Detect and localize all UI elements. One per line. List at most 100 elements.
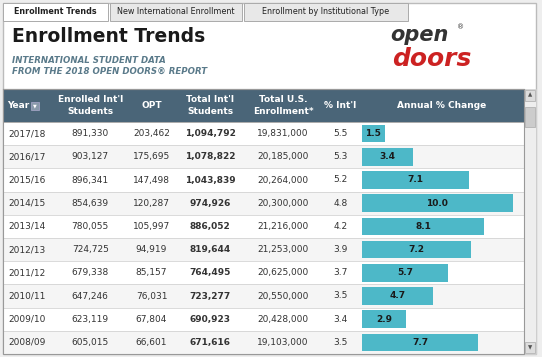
Text: Enrollment*: Enrollment* — [253, 107, 313, 116]
Text: 605,015: 605,015 — [72, 338, 109, 347]
Text: % Int'l: % Int'l — [324, 101, 357, 110]
FancyBboxPatch shape — [3, 3, 108, 21]
Text: OPT: OPT — [141, 101, 162, 110]
FancyBboxPatch shape — [3, 308, 524, 331]
Text: 175,695: 175,695 — [133, 152, 170, 161]
Text: Enrollment Trends: Enrollment Trends — [14, 7, 97, 16]
FancyBboxPatch shape — [362, 217, 484, 235]
FancyBboxPatch shape — [244, 3, 408, 21]
FancyBboxPatch shape — [362, 171, 469, 189]
Text: 2017/18: 2017/18 — [8, 129, 46, 138]
Text: 1,078,822: 1,078,822 — [185, 152, 235, 161]
FancyBboxPatch shape — [362, 333, 478, 351]
FancyBboxPatch shape — [362, 264, 448, 282]
Text: 20,264,000: 20,264,000 — [257, 176, 308, 185]
Text: 7.2: 7.2 — [408, 245, 424, 254]
Text: 2012/13: 2012/13 — [8, 245, 45, 254]
Text: 854,639: 854,639 — [72, 199, 109, 208]
FancyBboxPatch shape — [3, 285, 524, 308]
Text: 764,495: 764,495 — [189, 268, 231, 277]
Text: 21,253,000: 21,253,000 — [257, 245, 308, 254]
Text: 2016/17: 2016/17 — [8, 152, 46, 161]
Text: 1,043,839: 1,043,839 — [185, 176, 235, 185]
Text: 886,052: 886,052 — [190, 222, 230, 231]
FancyBboxPatch shape — [524, 89, 536, 354]
Text: 3.4: 3.4 — [379, 152, 396, 161]
Text: 5.7: 5.7 — [397, 268, 413, 277]
Text: 891,330: 891,330 — [72, 129, 109, 138]
FancyBboxPatch shape — [31, 101, 39, 110]
Text: 10.0: 10.0 — [427, 199, 448, 208]
FancyBboxPatch shape — [3, 331, 524, 354]
Text: ▲: ▲ — [528, 92, 532, 97]
Text: 4.8: 4.8 — [333, 199, 347, 208]
FancyBboxPatch shape — [525, 342, 535, 353]
Text: Annual % Change: Annual % Change — [397, 101, 487, 110]
Text: ▼: ▼ — [528, 346, 532, 351]
Text: 671,616: 671,616 — [190, 338, 230, 347]
Text: open: open — [390, 25, 448, 45]
Text: 8.1: 8.1 — [415, 222, 431, 231]
Text: Enrollment by Institutional Type: Enrollment by Institutional Type — [262, 7, 390, 16]
Text: ▼: ▼ — [33, 103, 37, 108]
Text: 105,997: 105,997 — [133, 222, 170, 231]
Text: 66,601: 66,601 — [136, 338, 167, 347]
Text: 120,287: 120,287 — [133, 199, 170, 208]
Text: 2009/10: 2009/10 — [8, 315, 46, 324]
Text: 679,338: 679,338 — [72, 268, 109, 277]
Text: 3.5: 3.5 — [333, 338, 347, 347]
Text: 2008/09: 2008/09 — [8, 338, 46, 347]
FancyBboxPatch shape — [3, 215, 524, 238]
FancyBboxPatch shape — [3, 238, 524, 261]
Text: 780,055: 780,055 — [72, 222, 109, 231]
Text: Total Int'l: Total Int'l — [186, 95, 234, 104]
FancyBboxPatch shape — [525, 90, 535, 101]
FancyBboxPatch shape — [362, 310, 405, 328]
Text: 3.4: 3.4 — [333, 315, 347, 324]
FancyBboxPatch shape — [3, 192, 524, 215]
Text: 20,300,000: 20,300,000 — [257, 199, 309, 208]
FancyBboxPatch shape — [362, 287, 433, 305]
Text: 5.2: 5.2 — [333, 176, 347, 185]
Text: 4.7: 4.7 — [389, 292, 405, 301]
Text: 623,119: 623,119 — [72, 315, 109, 324]
FancyBboxPatch shape — [362, 148, 413, 166]
Text: 85,157: 85,157 — [136, 268, 167, 277]
Text: 974,926: 974,926 — [189, 199, 231, 208]
Text: Year: Year — [7, 101, 29, 110]
Text: 724,725: 724,725 — [72, 245, 109, 254]
Text: 147,498: 147,498 — [133, 176, 170, 185]
FancyBboxPatch shape — [3, 3, 536, 354]
FancyBboxPatch shape — [3, 145, 524, 169]
Text: 76,031: 76,031 — [136, 292, 167, 301]
Text: 19,831,000: 19,831,000 — [257, 129, 309, 138]
FancyBboxPatch shape — [3, 169, 524, 192]
Text: 5.5: 5.5 — [333, 129, 347, 138]
Text: Enrolled Int'l: Enrolled Int'l — [57, 95, 123, 104]
Text: 2014/15: 2014/15 — [8, 199, 45, 208]
Text: 723,277: 723,277 — [190, 292, 231, 301]
Text: 7.7: 7.7 — [412, 338, 428, 347]
FancyBboxPatch shape — [362, 125, 384, 142]
Text: doors: doors — [392, 47, 472, 71]
Text: 20,185,000: 20,185,000 — [257, 152, 309, 161]
FancyBboxPatch shape — [3, 89, 524, 122]
Text: Total U.S.: Total U.S. — [259, 95, 307, 104]
Text: 1,094,792: 1,094,792 — [185, 129, 236, 138]
Text: 896,341: 896,341 — [72, 176, 109, 185]
Text: 21,216,000: 21,216,000 — [257, 222, 308, 231]
Text: 2011/12: 2011/12 — [8, 268, 45, 277]
Text: ®: ® — [457, 24, 464, 30]
Text: 3.9: 3.9 — [333, 245, 347, 254]
Text: 19,103,000: 19,103,000 — [257, 338, 309, 347]
FancyBboxPatch shape — [110, 3, 242, 21]
Text: 903,127: 903,127 — [72, 152, 109, 161]
Text: 2.9: 2.9 — [376, 315, 392, 324]
Text: 647,246: 647,246 — [72, 292, 109, 301]
FancyBboxPatch shape — [525, 107, 535, 127]
Text: INTERNATIONAL STUDENT DATA: INTERNATIONAL STUDENT DATA — [12, 56, 166, 65]
Text: 819,644: 819,644 — [190, 245, 231, 254]
Text: Students: Students — [187, 107, 233, 116]
Text: 4.2: 4.2 — [333, 222, 347, 231]
Text: 20,625,000: 20,625,000 — [257, 268, 308, 277]
